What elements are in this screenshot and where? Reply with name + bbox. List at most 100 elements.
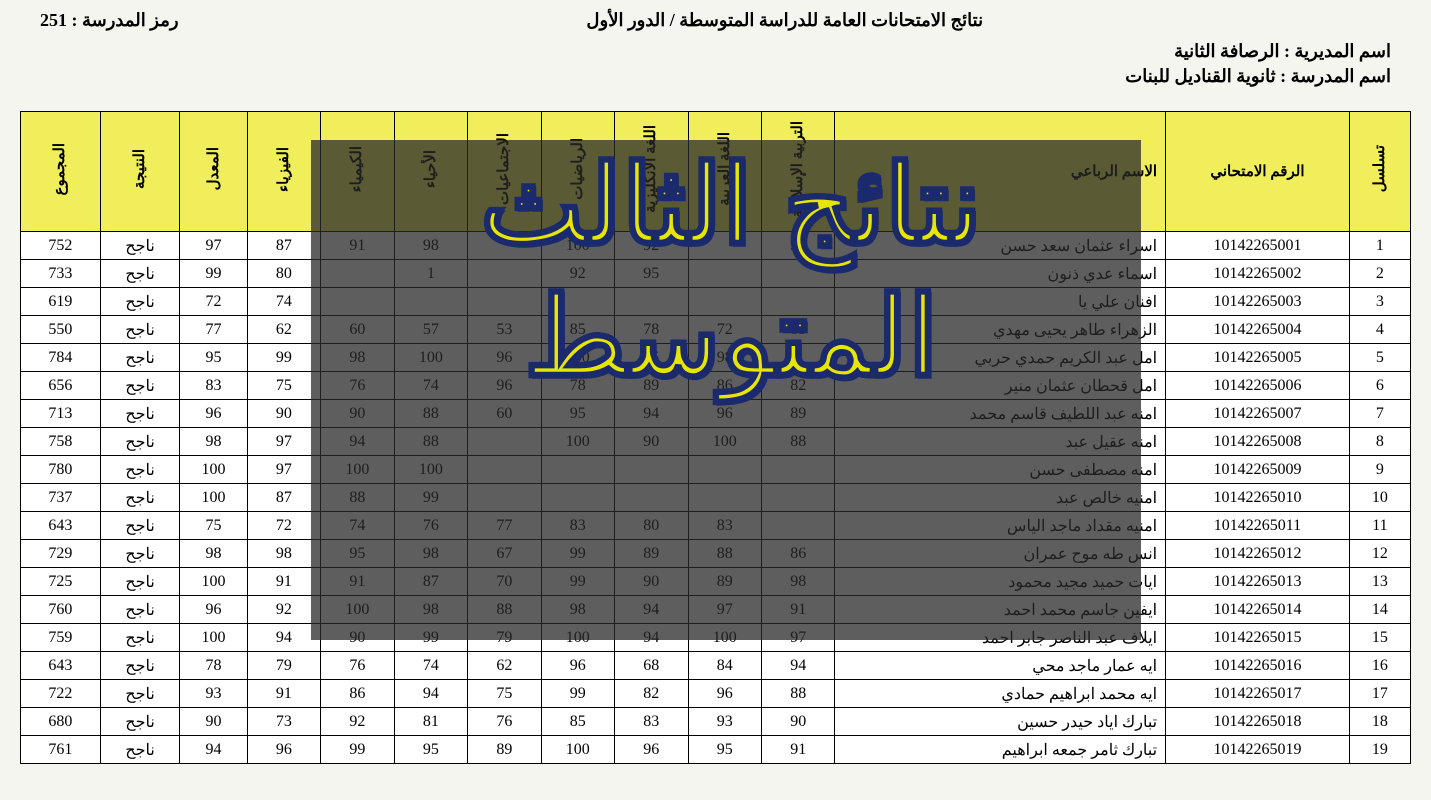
cell-s2: 86 [688,372,761,400]
cell-s3: 95 [615,260,688,288]
cell-s6: 74 [394,652,467,680]
cell-s4: 85 [541,316,614,344]
cell-sum: 761 [21,736,101,764]
cell-s7: 76 [321,652,394,680]
cell-rank: 83 [180,372,247,400]
th-exam: الرقم الامتحاني [1166,112,1350,232]
cell-result: ناجح [100,484,180,512]
cell-s7: 95 [321,540,394,568]
cell-result: ناجح [100,540,180,568]
directorate-line: اسم المديرية : الرصافة الثانية [40,41,1391,62]
cell-seq: 9 [1349,456,1410,484]
cell-s8: 98 [247,540,320,568]
cell-s1 [761,260,834,288]
school-code-block: رمز المدرسة : 251 [40,10,179,31]
cell-result: ناجح [100,428,180,456]
th-s6-text: الأحياء [422,150,440,188]
cell-s8: 99 [247,344,320,372]
cell-exam: 10142265012 [1166,540,1350,568]
cell-s6: 99 [394,624,467,652]
cell-seq: 2 [1349,260,1410,288]
cell-s7: 91 [321,568,394,596]
table-row: 410142265004الزهراء طاهر يحيى مهدي837278… [21,316,1411,344]
cell-name: افنان علي يا [835,288,1166,316]
cell-s1: 95 [761,232,834,260]
cell-seq: 19 [1349,736,1410,764]
th-s4: الرياضيات [541,112,614,232]
cell-rank: 99 [180,260,247,288]
school-code-label: رمز المدرسة : [72,10,179,30]
cell-s7: 76 [321,372,394,400]
th-sum: المجموع [21,112,101,232]
cell-s3: 92 [615,232,688,260]
cell-rank: 90 [180,708,247,736]
cell-sum: 729 [21,540,101,568]
cell-s1: 86 [761,540,834,568]
cell-name: ايات حميد مجيد محمود [835,568,1166,596]
cell-s3: 83 [615,708,688,736]
cell-rank: 100 [180,484,247,512]
cell-s8: 73 [247,708,320,736]
cell-exam: 10142265008 [1166,428,1350,456]
cell-s4: 78 [541,372,614,400]
cell-s6: 74 [394,372,467,400]
cell-s4 [541,288,614,316]
cell-s2: 96 [688,400,761,428]
cell-s2 [688,484,761,512]
cell-sum: 758 [21,428,101,456]
cell-name: امنيه مقداد ماجد الياس [835,512,1166,540]
cell-seq: 14 [1349,596,1410,624]
cell-result: ناجح [100,624,180,652]
cell-s1 [761,344,834,372]
header-title: نتائج الامتحانات العامة للدراسة المتوسطة… [179,10,1391,31]
cell-s6: 94 [394,680,467,708]
table-row: 1010142265010امنيه خالص عبد998887100ناجح… [21,484,1411,512]
cell-s1: 88 [761,680,834,708]
cell-rank: 95 [180,344,247,372]
th-s7-text: الكيمياء [348,146,366,192]
school-value: ثانوية القناديل للبنات [1125,66,1275,86]
cell-result: ناجح [100,708,180,736]
cell-s8: 80 [247,260,320,288]
cell-seq: 1 [1349,232,1410,260]
cell-s1: 90 [761,708,834,736]
cell-s8: 91 [247,568,320,596]
cell-s4: 100 [541,736,614,764]
cell-name: امنيه خالص عبد [835,484,1166,512]
cell-exam: 10142265015 [1166,624,1350,652]
th-s4-text: الرياضيات [569,138,587,200]
cell-s2 [688,260,761,288]
cell-name: ايه محمد ابراهيم حمادي [835,680,1166,708]
cell-s5 [468,260,541,288]
school-line: اسم المدرسة : ثانوية القناديل للبنات [40,66,1391,87]
cell-s5: 75 [468,680,541,708]
cell-s2: 97 [688,596,761,624]
cell-result: ناجح [100,372,180,400]
cell-s6: 88 [394,428,467,456]
cell-s4 [541,484,614,512]
info-lines: اسم المديرية : الرصافة الثانية اسم المدر… [0,36,1431,101]
table-row: 310142265003افنان علي يا7472ناجح619 [21,288,1411,316]
cell-exam: 10142265011 [1166,512,1350,540]
cell-s8: 72 [247,512,320,540]
cell-s1: 83 [761,316,834,344]
cell-result: ناجح [100,260,180,288]
cell-s8: 79 [247,652,320,680]
header-row-tr: تسلسل الرقم الامتحاني الاسم الرباعي التر… [21,112,1411,232]
cell-s8: 74 [247,288,320,316]
cell-exam: 10142265018 [1166,708,1350,736]
cell-s7 [321,288,394,316]
cell-s7: 94 [321,428,394,456]
cell-name: ايفين جاسم محمد احمد [835,596,1166,624]
cell-seq: 5 [1349,344,1410,372]
cell-seq: 18 [1349,708,1410,736]
cell-seq: 10 [1349,484,1410,512]
cell-s2: 88 [688,540,761,568]
cell-s1 [761,456,834,484]
cell-s5: 76 [468,708,541,736]
cell-result: ناجح [100,316,180,344]
cell-seq: 15 [1349,624,1410,652]
cell-rank: 77 [180,316,247,344]
th-rank-text: المعدل [205,147,223,190]
cell-sum: 722 [21,680,101,708]
